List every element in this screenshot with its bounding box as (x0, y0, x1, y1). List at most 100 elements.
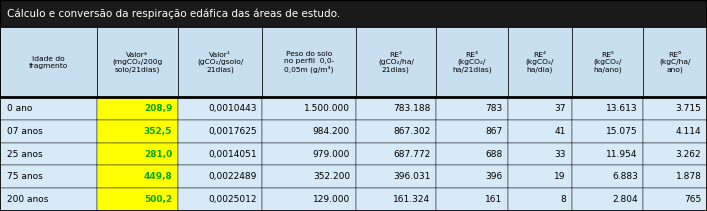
Text: 867: 867 (485, 127, 503, 136)
Text: 281,0: 281,0 (144, 150, 172, 158)
Bar (436, 165, 508, 188)
Text: 3.262: 3.262 (676, 150, 701, 158)
Text: Idade do
fragmento: Idade do fragmento (29, 56, 69, 69)
Text: 688: 688 (485, 150, 503, 158)
Bar (0, 0, 707, 27)
Text: 161: 161 (485, 195, 503, 204)
Text: RE⁴
(kgCO₂/
ha/dia): RE⁴ (kgCO₂/ ha/dia) (525, 52, 554, 73)
Bar (356, 120, 436, 143)
Text: 0,0025012: 0,0025012 (209, 195, 257, 204)
Text: 396: 396 (485, 172, 503, 181)
Bar (356, 97, 436, 120)
Bar (0, 97, 98, 120)
Text: Valor*
(mgCO₂/200g
solo/21dias): Valor* (mgCO₂/200g solo/21dias) (112, 52, 163, 73)
Bar (356, 143, 436, 165)
Text: 352,5: 352,5 (144, 127, 172, 136)
Text: 161.324: 161.324 (393, 195, 431, 204)
Text: 500,2: 500,2 (144, 195, 172, 204)
Bar (436, 188, 508, 211)
Bar (0, 188, 98, 211)
Bar (98, 143, 177, 165)
Bar (177, 143, 262, 165)
Bar (98, 120, 177, 143)
Text: RE⁵
(kgCO₂/
ha/ano): RE⁵ (kgCO₂/ ha/ano) (593, 52, 622, 73)
Bar (571, 188, 643, 211)
Text: 200 anos: 200 anos (7, 195, 49, 204)
Bar (643, 97, 707, 120)
Text: 19: 19 (554, 172, 566, 181)
Text: RE⁶
(kgC/ha/
ano): RE⁶ (kgC/ha/ ano) (660, 52, 691, 73)
Text: 449,8: 449,8 (144, 172, 172, 181)
Text: 13.613: 13.613 (606, 104, 638, 113)
Bar (98, 188, 177, 211)
Bar (571, 97, 643, 120)
Text: 0,0017625: 0,0017625 (208, 127, 257, 136)
Text: 15.075: 15.075 (606, 127, 638, 136)
Text: 8: 8 (560, 195, 566, 204)
Bar (98, 27, 177, 97)
Bar (177, 165, 262, 188)
Bar (508, 165, 571, 188)
Bar (0, 165, 98, 188)
Text: 41: 41 (554, 127, 566, 136)
Bar (508, 143, 571, 165)
Text: 783.188: 783.188 (393, 104, 431, 113)
Text: Peso do solo
no perfil  0,0-
0,05m (g/m³): Peso do solo no perfil 0,0- 0,05m (g/m³) (284, 51, 334, 73)
Bar (356, 27, 436, 97)
Text: 4.114: 4.114 (676, 127, 701, 136)
Text: 6.883: 6.883 (612, 172, 638, 181)
Bar (643, 165, 707, 188)
Text: RE²
(gCO₂/ha/
21dias): RE² (gCO₂/ha/ 21dias) (378, 52, 414, 73)
Text: 11.954: 11.954 (607, 150, 638, 158)
Bar (508, 27, 571, 97)
Bar (436, 143, 508, 165)
Bar (177, 27, 262, 97)
Bar (643, 27, 707, 97)
Bar (571, 27, 643, 97)
Text: 352.200: 352.200 (312, 172, 350, 181)
Text: 129.000: 129.000 (312, 195, 350, 204)
Bar (356, 165, 436, 188)
Text: Valor¹
(gCO₂/gsolo/
21dias): Valor¹ (gCO₂/gsolo/ 21dias) (197, 52, 243, 73)
Bar (436, 97, 508, 120)
Bar (643, 143, 707, 165)
Bar (508, 97, 571, 120)
Text: 1.878: 1.878 (675, 172, 701, 181)
Bar (508, 120, 571, 143)
Text: 0,0022489: 0,0022489 (209, 172, 257, 181)
Text: 33: 33 (554, 150, 566, 158)
Bar (508, 188, 571, 211)
Text: 979.000: 979.000 (312, 150, 350, 158)
Bar (262, 120, 356, 143)
Bar (571, 143, 643, 165)
Text: 0,0014051: 0,0014051 (208, 150, 257, 158)
Bar (177, 188, 262, 211)
Bar (643, 188, 707, 211)
Bar (262, 27, 356, 97)
Bar (0, 143, 98, 165)
Text: 3.715: 3.715 (675, 104, 701, 113)
Text: 07 anos: 07 anos (7, 127, 43, 136)
Bar (177, 120, 262, 143)
Text: Cálculo e conversão da respiração edáfica das áreas de estudo.: Cálculo e conversão da respiração edáfic… (7, 8, 340, 19)
Text: 867.302: 867.302 (393, 127, 431, 136)
Text: RE³
(kgCO₂/
ha/21dias): RE³ (kgCO₂/ ha/21dias) (452, 52, 492, 73)
Text: 783: 783 (485, 104, 503, 113)
Bar (262, 97, 356, 120)
Text: 0 ano: 0 ano (7, 104, 33, 113)
Text: 687.772: 687.772 (393, 150, 431, 158)
Bar (643, 120, 707, 143)
Bar (0, 120, 98, 143)
Bar (177, 97, 262, 120)
Text: 1.500.000: 1.500.000 (304, 104, 350, 113)
Text: 75 anos: 75 anos (7, 172, 43, 181)
Bar (262, 143, 356, 165)
Text: 25 anos: 25 anos (7, 150, 42, 158)
Text: 984.200: 984.200 (312, 127, 350, 136)
Bar (356, 188, 436, 211)
Bar (436, 27, 508, 97)
Bar (98, 165, 177, 188)
Bar (436, 120, 508, 143)
Bar (262, 188, 356, 211)
Text: 0,0010443: 0,0010443 (209, 104, 257, 113)
